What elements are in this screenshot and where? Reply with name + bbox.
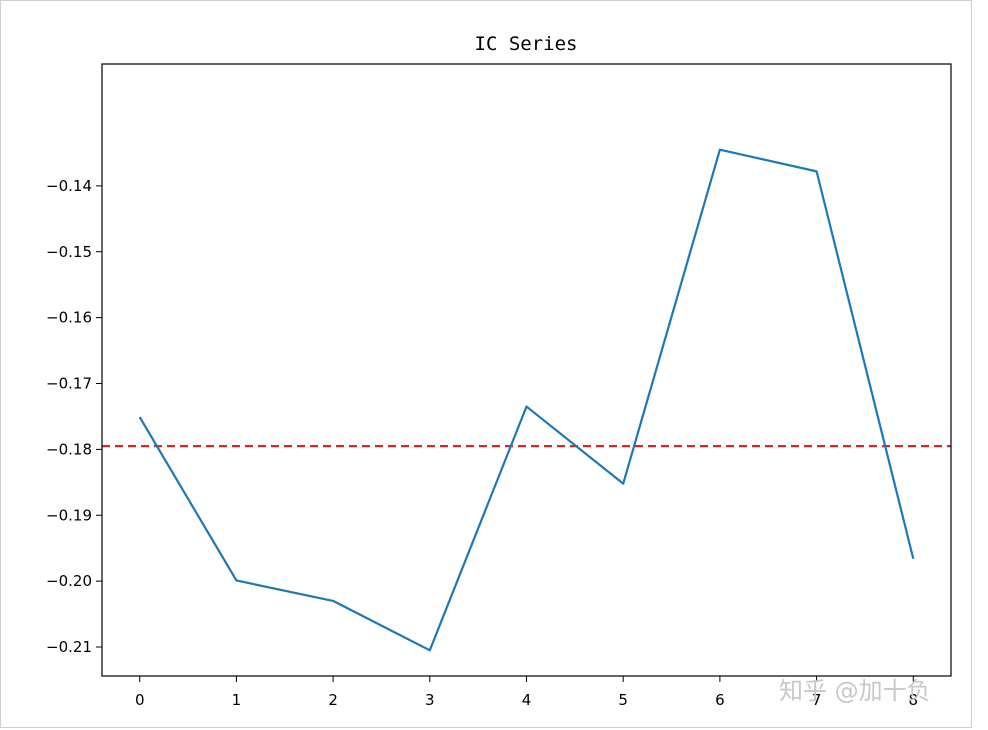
x-tick-label: 3 bbox=[425, 691, 435, 709]
x-tick-label: 1 bbox=[232, 691, 242, 709]
x-tick-label: 6 bbox=[715, 691, 725, 709]
x-tick-label: 8 bbox=[909, 691, 919, 709]
x-tick-label: 4 bbox=[522, 691, 532, 709]
watermark: 知乎 @加十负 bbox=[779, 677, 931, 705]
x-tick-label: 2 bbox=[328, 691, 338, 709]
y-tick-label: −0.19 bbox=[46, 506, 92, 524]
y-tick-label: −0.16 bbox=[46, 309, 92, 327]
y-tick-label: −0.18 bbox=[46, 440, 92, 458]
chart-title: IC Series bbox=[475, 33, 578, 55]
y-tick-label: −0.17 bbox=[46, 375, 92, 393]
x-tick-label: 5 bbox=[618, 691, 628, 709]
y-tick-label: −0.15 bbox=[46, 243, 92, 261]
y-tick-label: −0.21 bbox=[46, 638, 92, 656]
x-tick-label: 7 bbox=[812, 691, 822, 709]
series-line-0 bbox=[138, 148, 915, 652]
y-tick-label: −0.14 bbox=[46, 177, 92, 195]
y-tick-label: −0.20 bbox=[46, 572, 92, 590]
x-tick-label: 0 bbox=[135, 691, 145, 709]
plot-area bbox=[101, 63, 952, 677]
